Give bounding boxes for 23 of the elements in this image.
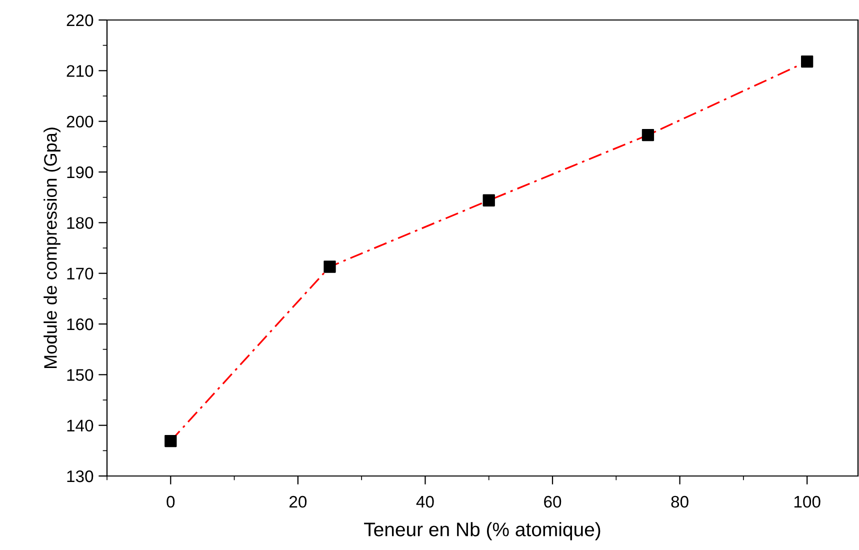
y-tick-label: 180	[67, 217, 94, 229]
x-tick-label: 80	[671, 496, 688, 508]
point	[801, 55, 814, 68]
point	[164, 434, 177, 448]
y-tick-label: 160	[67, 318, 94, 330]
x-tick-label: 20	[290, 496, 307, 508]
x-axis-title: Teneur en Nb (% atomique)	[364, 522, 600, 540]
y-tick-label: 170	[67, 268, 94, 280]
x-tick-label: 0	[166, 496, 175, 508]
y-tick-label: 200	[66, 116, 94, 128]
y-tick-label: 150	[67, 369, 94, 381]
y-tick-label: 190	[67, 166, 94, 178]
y-tick-label: 220	[66, 14, 94, 26]
x-tick-label: 100	[794, 496, 820, 508]
point	[324, 260, 336, 273]
x-tick-label: 60	[544, 496, 562, 508]
y-tick-label: 130	[67, 470, 94, 482]
point	[482, 194, 495, 206]
x-tick-label: 40	[416, 496, 434, 508]
y-axis-title: Module de compression (Gpa)	[44, 128, 60, 368]
y-tick-label: 140	[67, 420, 94, 432]
point	[642, 128, 654, 142]
y-tick-label: 210	[66, 65, 94, 77]
